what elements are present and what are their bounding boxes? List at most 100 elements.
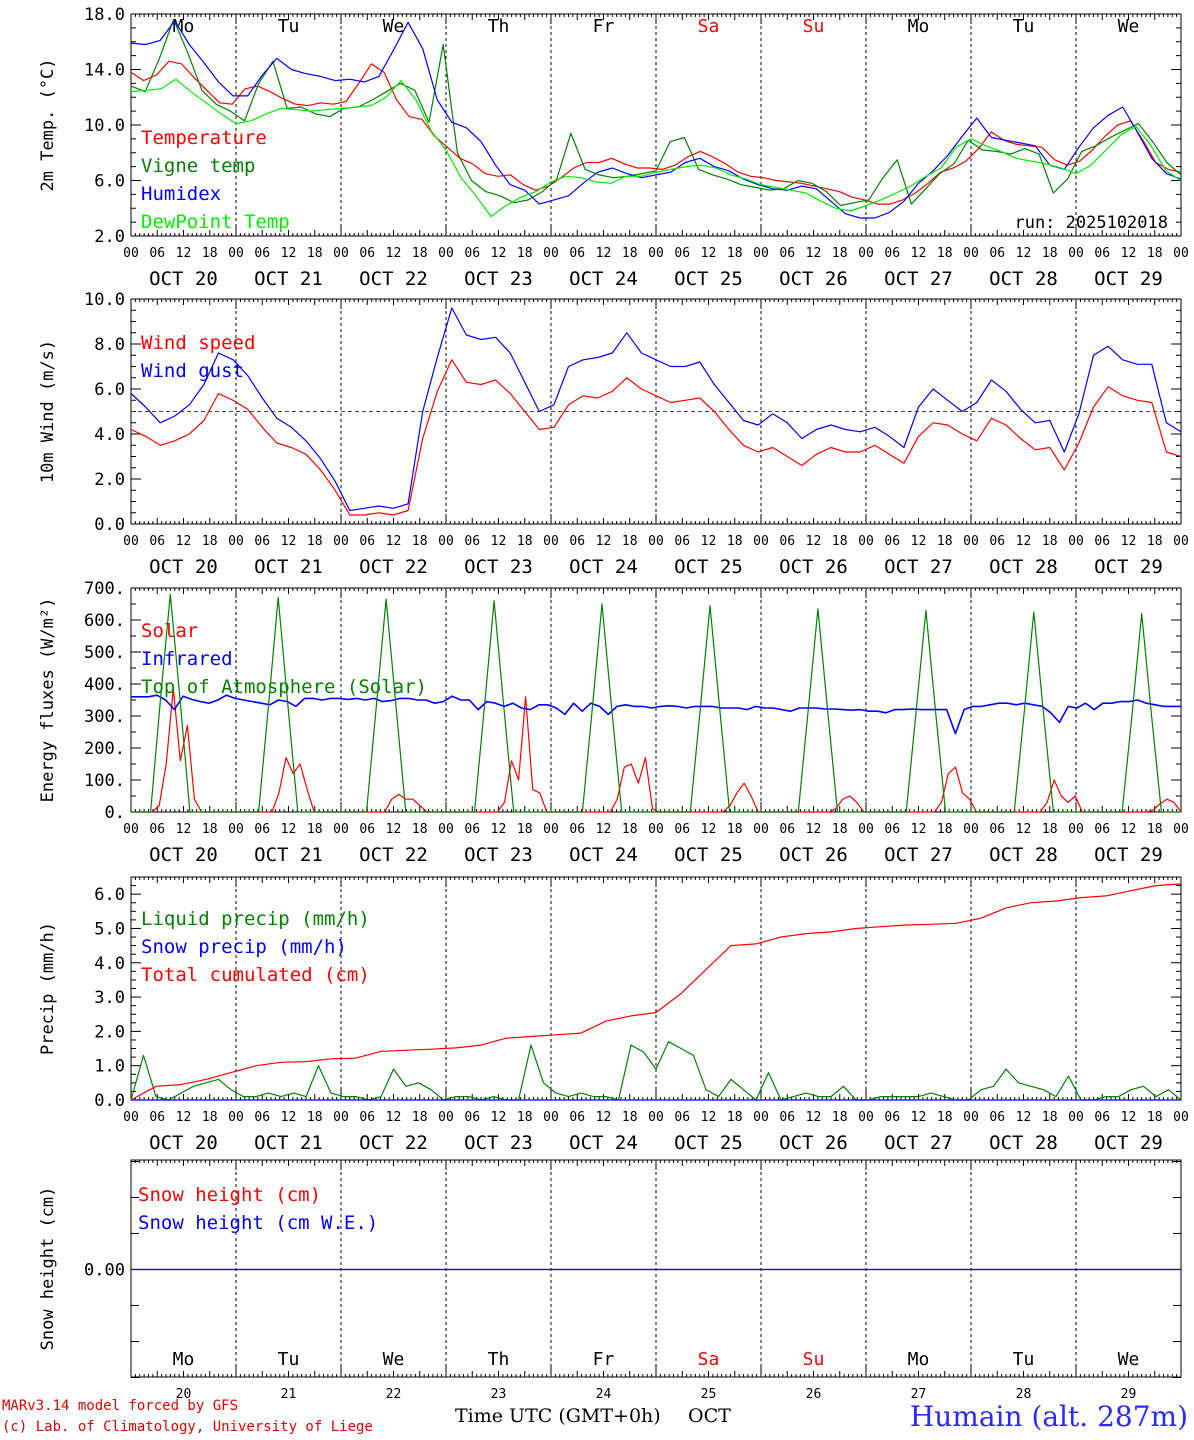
hour-label: 06 — [674, 822, 690, 837]
series-temp-2 — [130, 20, 1182, 219]
hour-label: 00 — [648, 534, 664, 549]
weekday-label: Mo — [173, 1349, 195, 1370]
date-label: OCT 27 — [884, 556, 953, 578]
hour-label: 06 — [359, 822, 375, 837]
hour-label: 06 — [1094, 534, 1110, 549]
y-axis-title: 10m Wind (m/s) — [38, 340, 58, 483]
hour-label: 18 — [1042, 822, 1058, 837]
legend-item: Top of Atmosphere (Solar) — [141, 676, 427, 698]
date-label: OCT 25 — [674, 268, 743, 290]
hour-label: 00 — [438, 822, 454, 837]
station-label: Humain (alt. 287m) — [909, 1400, 1188, 1433]
hour-label: 18 — [622, 1110, 638, 1125]
legend-item: Snow precip (mm/h) — [141, 936, 347, 958]
hour-label: 12 — [596, 534, 612, 549]
hour-label: 06 — [1094, 1110, 1110, 1125]
date-label: OCT 22 — [359, 844, 428, 866]
hour-label: 12 — [176, 1110, 192, 1125]
date-label: OCT 26 — [779, 556, 848, 578]
hour-label: 12 — [491, 534, 507, 549]
hour-label: 00 — [1068, 822, 1084, 837]
hour-label: 18 — [202, 1110, 218, 1125]
time-axis-title: Time UTC (GMT+0h) — [455, 1405, 661, 1427]
hour-label: 12 — [1016, 822, 1032, 837]
hour-label: 18 — [1042, 534, 1058, 549]
hour-label: 12 — [911, 822, 927, 837]
date-label: OCT 22 — [359, 1132, 428, 1154]
hour-label: 00 — [543, 1110, 559, 1125]
weekday-label: Fr — [593, 1349, 615, 1370]
hour-label: 00 — [858, 246, 874, 261]
hour-label: 12 — [386, 822, 402, 837]
legend-item: Wind speed — [141, 332, 255, 354]
y-tick-label: 0. — [105, 803, 125, 823]
hour-label: 18 — [202, 534, 218, 549]
hour-label: 00 — [123, 822, 139, 837]
y-axis-title: Precip (mm/h) — [38, 922, 58, 1055]
hour-label: 06 — [779, 534, 795, 549]
date-label: OCT 23 — [464, 844, 533, 866]
day-number: 22 — [386, 1387, 402, 1400]
hour-label: 18 — [622, 534, 638, 549]
hour-label: 12 — [386, 246, 402, 261]
hour-label: 00 — [333, 246, 349, 261]
day-number: 23 — [491, 1387, 507, 1400]
date-label: OCT 23 — [464, 1132, 533, 1154]
hour-label: 00 — [1068, 1110, 1084, 1125]
panel-snow: 0.00 Snow height (cm) Mo Tu We Th Fr Sa Su Mo Tu We… — [38, 1159, 1182, 1400]
hour-label: 18 — [307, 246, 323, 261]
hour-label: 18 — [1042, 246, 1058, 261]
hour-label: 12 — [386, 534, 402, 549]
weekday-label: We — [383, 16, 405, 37]
date-label: OCT 29 — [1094, 1132, 1163, 1154]
hour-label: 12 — [806, 246, 822, 261]
hour-label: 06 — [254, 822, 270, 837]
hour-label: 06 — [254, 246, 270, 261]
weekday-label: Su — [803, 1349, 825, 1370]
hour-label: 12 — [1016, 1110, 1032, 1125]
hour-label: 18 — [517, 822, 533, 837]
hour-label: 00 — [333, 1110, 349, 1125]
weekday-label: We — [383, 1349, 405, 1370]
hour-label: 12 — [176, 534, 192, 549]
hour-label: 06 — [359, 246, 375, 261]
hour-label: 06 — [254, 534, 270, 549]
hour-label: 00 — [1173, 822, 1189, 837]
y-tick-label: 5.0 — [94, 919, 125, 939]
hour-label: 00 — [1068, 246, 1084, 261]
date-label: OCT 22 — [359, 268, 428, 290]
y-tick-label: 0.0 — [94, 515, 125, 535]
legend-item: Liquid precip (mm/h) — [141, 908, 370, 930]
hour-label: 00 — [1173, 534, 1189, 549]
hour-label: 18 — [832, 246, 848, 261]
y-tick-label: 6.0 — [94, 885, 125, 905]
date-label: OCT 27 — [884, 1132, 953, 1154]
weekday-label: Su — [803, 16, 825, 37]
day-number: 29 — [1121, 1387, 1137, 1400]
y-tick-label: 14.0 — [84, 61, 125, 81]
hour-label: 18 — [202, 822, 218, 837]
date-label: OCT 26 — [779, 844, 848, 866]
hour-label: 00 — [438, 534, 454, 549]
hour-label: 12 — [491, 822, 507, 837]
legend-item: Infrared — [141, 648, 233, 670]
hour-label: 00 — [858, 822, 874, 837]
hour-label: 06 — [569, 246, 585, 261]
day-number: 25 — [701, 1387, 717, 1400]
date-label: OCT 28 — [989, 556, 1058, 578]
hour-label: 18 — [517, 1110, 533, 1125]
y-tick-label: 3.0 — [94, 988, 125, 1008]
weekday-label: We — [1118, 16, 1140, 37]
date-label: OCT 25 — [674, 1132, 743, 1154]
hour-label: 06 — [149, 1110, 165, 1125]
hour-label: 12 — [911, 246, 927, 261]
hour-label: 00 — [753, 534, 769, 549]
hour-label: 00 — [753, 246, 769, 261]
panel-temp: 2.0 6.0 10.0 14.0 18.0 2m Temp. (°C) Mo Tu We Th F… — [38, 5, 1189, 290]
hour-label: 00 — [963, 1110, 979, 1125]
hour-label: 18 — [832, 1110, 848, 1125]
hour-label: 06 — [359, 1110, 375, 1125]
legend-item: Total cumulated (cm) — [141, 964, 370, 986]
hour-label: 00 — [963, 534, 979, 549]
